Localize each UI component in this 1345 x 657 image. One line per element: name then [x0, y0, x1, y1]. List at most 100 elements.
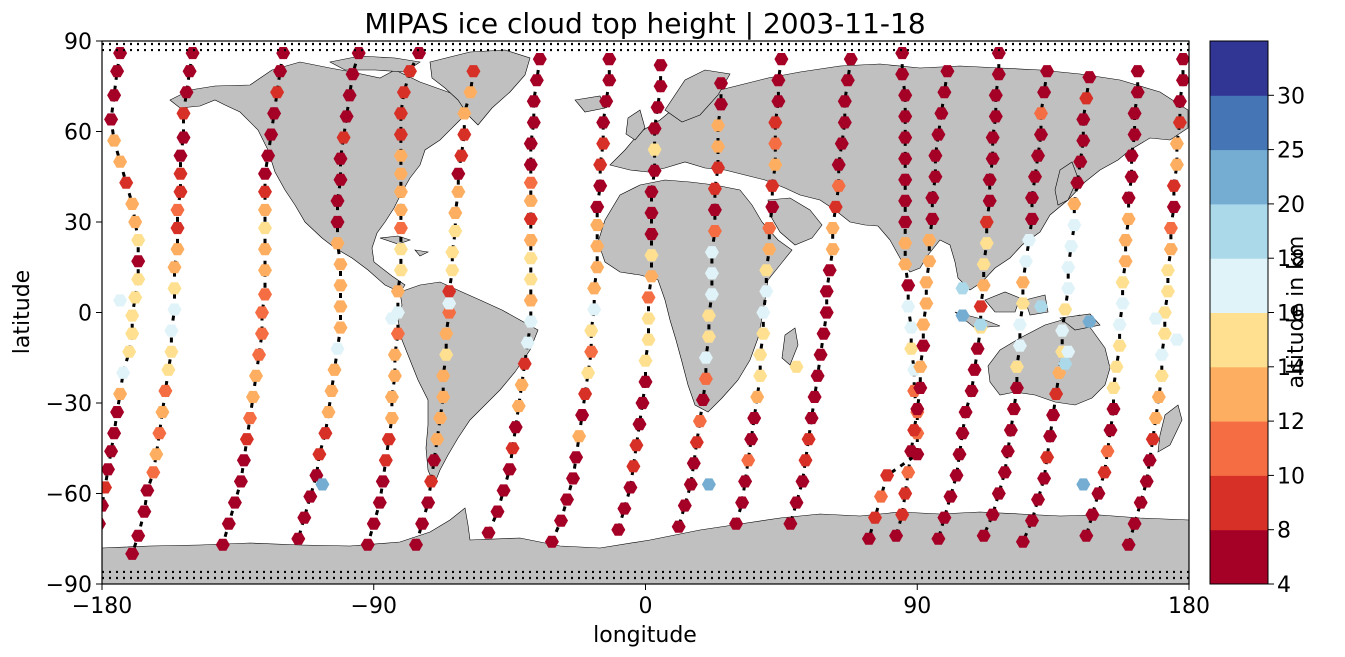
cloud-marker [644, 228, 659, 241]
colorbar-tick-label: 4 [1277, 573, 1291, 598]
cloud-marker [330, 194, 345, 207]
cloud-marker [925, 191, 940, 204]
cloud-marker [641, 312, 656, 325]
cloud-marker [880, 469, 895, 482]
cloud-marker [1166, 179, 1181, 192]
cloud-marker [131, 273, 146, 286]
cloud-marker [602, 74, 617, 87]
cloud-marker [632, 418, 647, 431]
cloud-marker [1127, 128, 1142, 141]
cloud-marker [258, 203, 272, 216]
colorbar-tick-label: 14 [1277, 356, 1305, 381]
cloud-marker [128, 291, 143, 304]
x-tick-label: 180 [1168, 594, 1210, 619]
cloud-marker [372, 496, 387, 509]
cloud-marker [840, 74, 855, 87]
cloud-marker [442, 285, 457, 298]
cloud-marker [1115, 297, 1130, 310]
cloud-marker [931, 532, 946, 545]
land-madagascar [781, 327, 799, 366]
cloud-marker [898, 152, 913, 165]
cloud-marker [529, 74, 544, 87]
cloud-marker [381, 433, 396, 446]
cloud-marker [390, 285, 405, 298]
cloud-marker [704, 246, 719, 259]
y-tick-label: −60 [46, 483, 92, 508]
cloud-marker [976, 279, 991, 292]
cloud-marker [861, 532, 876, 545]
cloud-marker [1157, 327, 1172, 340]
cloud-marker [378, 454, 393, 467]
cloud-marker [457, 128, 472, 141]
cloud-marker [1043, 430, 1058, 443]
cloud-marker [698, 351, 713, 364]
cloud-marker [741, 454, 756, 467]
cloud-marker [102, 463, 115, 476]
cloud-marker [128, 215, 143, 229]
cloud-marker [1157, 306, 1172, 319]
x-axis-ticks: −180 −90 0 90 180 [72, 584, 1210, 619]
cloud-marker [904, 321, 919, 334]
cloud-marker [532, 53, 547, 66]
cloud-marker [466, 65, 481, 78]
cloud-marker [267, 107, 282, 120]
colorbar-segment [1210, 312, 1268, 368]
cloud-marker [454, 149, 469, 162]
cloud-marker [747, 412, 762, 425]
cloud-marker [1148, 312, 1163, 325]
cloud-marker [176, 131, 191, 144]
cloud-marker [611, 523, 626, 536]
cloud-marker [445, 246, 460, 259]
cloud-marker [333, 152, 348, 165]
colorbar-tick-label: 30 [1277, 84, 1305, 109]
cloud-marker [1154, 369, 1169, 382]
cloud-marker [1070, 176, 1085, 189]
cloud-marker [1034, 107, 1048, 120]
colorbar-segment [1210, 421, 1268, 476]
cloud-marker [771, 95, 786, 108]
cloud-marker [916, 318, 931, 331]
cloud-marker [173, 185, 188, 198]
cloud-marker [967, 363, 982, 376]
cloud-marker [1106, 381, 1121, 394]
cloud-marker [520, 336, 535, 349]
cloud-marker [753, 348, 768, 361]
cloud-marker [1166, 200, 1181, 213]
land-new-zealand [1157, 404, 1183, 453]
cloud-marker [934, 107, 949, 120]
cloud-marker [1025, 191, 1039, 204]
cloud-marker [366, 517, 381, 530]
cloud-marker [798, 454, 813, 467]
cloud-marker [759, 264, 774, 277]
cloud-marker [514, 378, 529, 391]
cloud-marker [451, 167, 466, 180]
cloud-marker [1055, 324, 1070, 337]
cloud-marker [1169, 158, 1184, 171]
cloud-marker [898, 237, 913, 250]
cloud-marker [831, 179, 846, 192]
cloud-marker [1067, 197, 1082, 210]
cloud-marker [898, 173, 913, 186]
y-axis-ticks: 90 60 30 0 −30 −60 −90 [46, 30, 102, 598]
cloud-marker [898, 194, 913, 207]
cloud-marker [182, 65, 197, 78]
cloud-marker [991, 68, 1006, 81]
cloud-marker [227, 496, 242, 509]
cloud-marker [439, 348, 454, 361]
cloud-marker [502, 463, 517, 476]
cloud-marker [756, 327, 771, 340]
cloud-marker [982, 173, 997, 186]
cloud-marker [1034, 128, 1048, 141]
cloud-marker [436, 390, 451, 403]
cloud-marker [161, 363, 176, 376]
cloud-marker [523, 137, 538, 150]
cloud-marker [1106, 403, 1121, 416]
cloud-marker [291, 532, 306, 545]
land-south-america [397, 281, 539, 486]
cloud-marker [955, 427, 970, 440]
cloud-marker [496, 484, 511, 497]
cloud-marker [744, 433, 759, 446]
cloud-marker [393, 243, 408, 256]
cloud-marker [164, 324, 179, 337]
cloud-marker [261, 149, 276, 162]
